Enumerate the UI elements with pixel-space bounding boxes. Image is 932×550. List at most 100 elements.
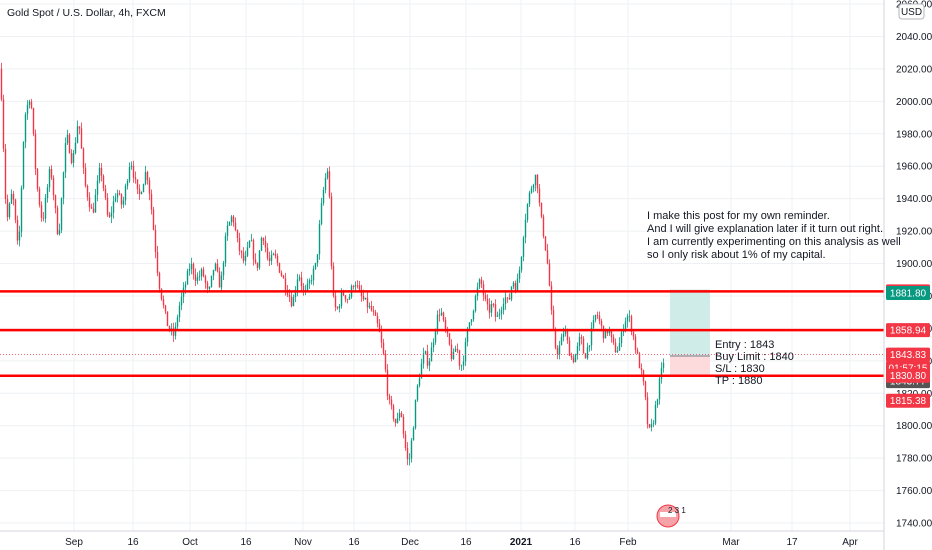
candle xyxy=(282,274,285,279)
candle-body xyxy=(136,179,139,190)
candle xyxy=(440,307,443,317)
candle xyxy=(480,276,483,288)
candle-body xyxy=(560,337,563,346)
candle xyxy=(292,294,295,307)
candle xyxy=(530,185,533,194)
candle-body xyxy=(390,399,393,406)
candle xyxy=(396,412,399,424)
candle xyxy=(324,173,327,194)
candle-body xyxy=(284,278,287,290)
candle xyxy=(196,272,199,285)
candle xyxy=(224,232,227,267)
candle xyxy=(626,313,629,328)
candle-body xyxy=(596,315,599,316)
y-tick-label: 2020.00 xyxy=(896,64,932,75)
candle-body xyxy=(518,270,521,279)
candle-body xyxy=(344,295,347,300)
x-tick-label: 16 xyxy=(348,537,360,548)
candle-body xyxy=(494,304,497,317)
candle-body xyxy=(420,363,423,379)
x-tick-label: 17 xyxy=(786,537,798,548)
candle xyxy=(56,205,59,236)
candle xyxy=(12,190,15,206)
candle xyxy=(390,395,393,410)
candle-body xyxy=(122,200,125,205)
price-axis-panel[interactable] xyxy=(884,0,932,550)
candle xyxy=(104,184,107,201)
candle-body xyxy=(566,330,569,341)
candle xyxy=(394,418,397,427)
candle-body xyxy=(418,378,421,386)
candle xyxy=(582,336,585,354)
candle-body xyxy=(176,317,179,327)
candle xyxy=(152,206,155,231)
candle-body xyxy=(24,114,27,143)
candle-body xyxy=(6,198,9,218)
candle-body xyxy=(206,282,209,289)
horizontal-levels[interactable] xyxy=(0,290,884,377)
x-tick-label: 16 xyxy=(460,537,472,548)
candle xyxy=(92,202,95,214)
candle-body xyxy=(408,458,411,460)
candle xyxy=(522,235,525,262)
candle-body xyxy=(112,201,115,213)
candle-body xyxy=(610,330,613,338)
price-tag-bg xyxy=(886,393,930,408)
events-indicator[interactable]: 2 3 1 xyxy=(656,504,686,528)
candle xyxy=(48,166,51,192)
candle xyxy=(130,161,133,170)
candle-body xyxy=(208,286,211,289)
candle xyxy=(442,311,445,322)
candle-body xyxy=(556,347,559,355)
candle xyxy=(508,293,511,300)
candle-body xyxy=(8,203,11,218)
candle-body xyxy=(430,347,433,362)
candle xyxy=(68,133,71,154)
candle xyxy=(300,271,303,292)
candle-body xyxy=(248,241,251,248)
candle-body xyxy=(508,297,511,300)
candle xyxy=(0,62,3,102)
candle-body xyxy=(620,332,623,344)
candle xyxy=(580,334,583,345)
candle-body xyxy=(428,361,431,366)
candle-body xyxy=(624,321,627,331)
candle-body xyxy=(544,236,547,251)
candle-body xyxy=(4,148,7,199)
candle xyxy=(126,178,129,190)
candle-body xyxy=(314,263,317,269)
candle xyxy=(78,126,81,135)
candle xyxy=(190,257,193,275)
candle-body xyxy=(578,337,581,347)
candle xyxy=(272,252,275,256)
candle xyxy=(460,364,463,372)
candle xyxy=(458,349,461,370)
x-tick-label: 2021 xyxy=(510,537,533,548)
candle xyxy=(484,292,487,302)
candle xyxy=(352,284,355,290)
candle-body xyxy=(540,202,543,217)
candle-body xyxy=(510,286,513,300)
candle xyxy=(42,211,45,222)
annotation-note[interactable]: I make this post for my own reminder. An… xyxy=(647,210,901,261)
candle xyxy=(244,250,247,266)
candle xyxy=(428,357,431,372)
candle xyxy=(576,342,579,360)
candle-body xyxy=(606,329,609,334)
candle xyxy=(470,319,473,326)
candle xyxy=(212,269,215,281)
candle-body xyxy=(154,230,157,252)
candle xyxy=(612,334,615,345)
currency-button[interactable] xyxy=(898,3,925,20)
price-tag-bg xyxy=(886,347,930,362)
candle xyxy=(338,303,341,313)
candle-body xyxy=(400,412,403,417)
candle xyxy=(512,280,515,290)
candle xyxy=(590,322,593,351)
candle-body xyxy=(448,333,451,345)
candle xyxy=(96,175,99,202)
candle xyxy=(62,171,65,205)
candle-body xyxy=(554,330,557,348)
candle xyxy=(446,326,449,337)
